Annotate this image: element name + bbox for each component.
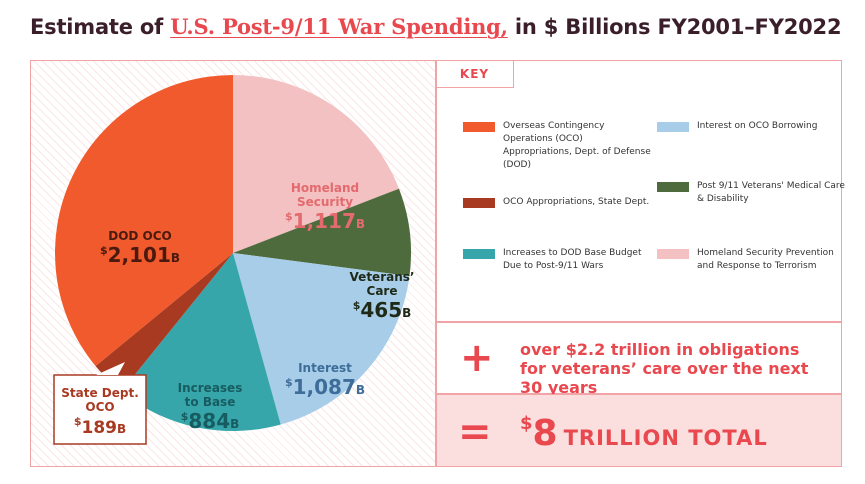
legend-item-state-oco: OCO Appropriations, State Dept.: [463, 196, 653, 209]
legend-swatch: [463, 198, 495, 208]
equals-icon: =: [458, 409, 492, 455]
slice-label-name: OCO: [85, 400, 114, 414]
legend-item-interest: Interest on OCO Borrowing: [657, 120, 847, 133]
legend-item-dod-oco: Overseas Contingency Operations (OCO) Ap…: [463, 120, 653, 172]
plus-text: over $2.2 trillion in obligations for ve…: [520, 340, 809, 397]
key-panel: [436, 60, 842, 322]
callout-box: [53, 374, 147, 445]
total-currency: $: [520, 413, 533, 434]
slice-label-value: $2,101B: [100, 243, 180, 267]
slice-label-name: Care: [367, 284, 398, 298]
legend-swatch: [657, 249, 689, 259]
total-amount: 8: [532, 413, 558, 454]
callout-pointer: [96, 362, 125, 375]
pie-slice-interest: [233, 253, 410, 425]
slice-label-value: $1,117B: [285, 209, 365, 233]
slice-label-name: to Base: [185, 395, 236, 409]
pie-slice-dod-oco: [54, 75, 233, 367]
slice-label-name: Increases: [178, 381, 243, 395]
plus-icon: +: [460, 335, 494, 381]
pie-slice-homeland-security: [233, 75, 399, 253]
pie-slice-state-dept-oco: [95, 253, 233, 392]
slice-label-name: DOD OCO: [108, 229, 172, 243]
legend-label: Overseas Contingency Operations (OCO) Ap…: [503, 121, 651, 170]
slice-label-name: Interest: [298, 361, 352, 375]
legend-label: Post 9/11 Veterans' Medical Care & Disab…: [697, 181, 845, 204]
slice-label-value: $465B: [353, 298, 412, 322]
title-suffix: in $ Billions FY2001–FY2022: [507, 15, 842, 39]
legend-label: Increases to DOD Base Budget Due to Post…: [503, 248, 642, 271]
slice-label-value: $189B: [74, 415, 126, 438]
slice-label-name: Security: [297, 195, 353, 209]
title-prefix: Estimate of: [30, 15, 171, 39]
legend-swatch: [657, 122, 689, 132]
total-label: TRILLION TOTAL: [563, 426, 768, 450]
slice-label-dod-oco: DOD OCO$2,101B: [100, 229, 180, 267]
slice-label-veterans-care: Veterans’Care$465B: [350, 270, 415, 322]
key-tab: KEY: [436, 60, 514, 88]
title-highlight: U.S. Post-9/11 War Spending,: [170, 14, 508, 39]
legend-label: OCO Appropriations, State Dept.: [503, 197, 650, 207]
pie-slice-veterans-care: [233, 188, 412, 277]
slice-label-state-dept-oco: State Dept.OCO$189B: [61, 386, 139, 438]
legend-swatch: [657, 182, 689, 192]
pie-slice-increases-to-base: [121, 253, 281, 432]
plus-panel: [436, 322, 842, 394]
legend-swatch: [463, 249, 495, 259]
total-panel: [436, 394, 842, 467]
slice-label-value: $1,087B: [285, 375, 365, 399]
state-dept-callout: [53, 362, 147, 445]
slice-label-name: State Dept.: [61, 386, 139, 400]
slice-label-interest: Interest$1,087B: [285, 361, 365, 399]
legend-swatch: [463, 122, 495, 132]
slice-label-name: Homeland: [291, 181, 359, 195]
legend-label: Homeland Security Prevention and Respons…: [697, 248, 834, 271]
page-title: Estimate of U.S. Post-9/11 War Spending,…: [30, 14, 842, 39]
slice-label-value: $884B: [181, 409, 240, 433]
legend-item-veterans: Post 9/11 Veterans' Medical Care & Disab…: [657, 180, 847, 206]
slice-label-name: Veterans’: [350, 270, 415, 284]
legend-item-base-budget: Increases to DOD Base Budget Due to Post…: [463, 247, 653, 273]
total-text: $8 TRILLION TOTAL: [520, 413, 768, 454]
legend-label: Interest on OCO Borrowing: [697, 121, 818, 131]
legend-item-homeland: Homeland Security Prevention and Respons…: [657, 247, 847, 273]
